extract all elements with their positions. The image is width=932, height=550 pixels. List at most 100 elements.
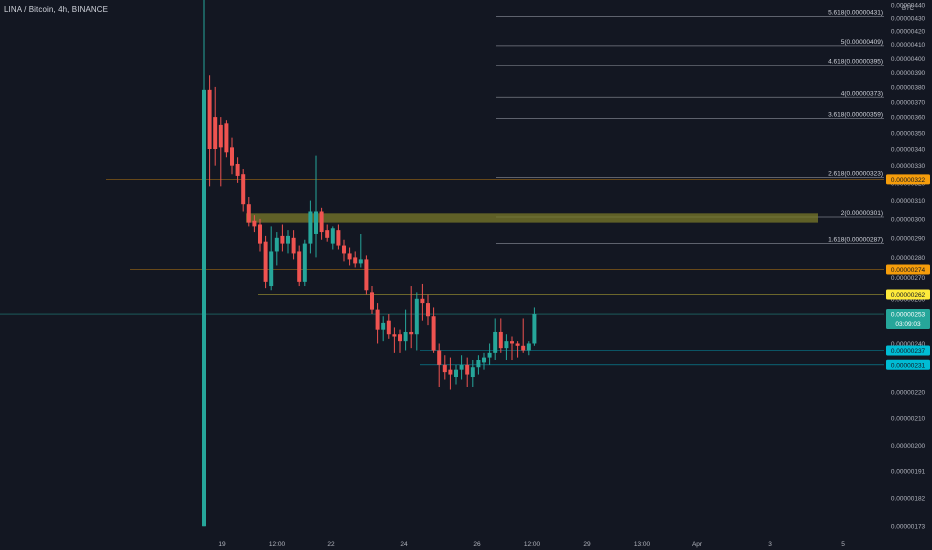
candle[interactable] xyxy=(297,245,302,287)
candle[interactable] xyxy=(437,343,442,387)
candle[interactable] xyxy=(347,247,352,266)
price-tick-label: 0.00000360 xyxy=(891,115,926,122)
candle[interactable] xyxy=(325,224,330,242)
candle[interactable] xyxy=(241,169,246,212)
candle[interactable] xyxy=(280,224,285,252)
candle-body xyxy=(230,147,234,166)
chart-title: LINA / Bitcoin, 4h, BINANCE xyxy=(4,5,109,14)
candle[interactable] xyxy=(269,226,274,291)
candle[interactable] xyxy=(246,196,251,227)
candle-body xyxy=(426,303,430,317)
candle[interactable] xyxy=(386,314,391,339)
price-badge[interactable]: 0.00000262 xyxy=(886,289,930,300)
candle[interactable] xyxy=(420,283,425,321)
candle[interactable] xyxy=(442,355,447,380)
candle[interactable] xyxy=(314,155,318,258)
price-badge-label: 0.00000253 xyxy=(891,312,926,319)
candle-body xyxy=(431,316,436,351)
candle[interactable] xyxy=(448,357,453,390)
price-badge[interactable]: 0.00000231 xyxy=(886,359,930,370)
candle[interactable] xyxy=(353,251,358,268)
price-tick-label: 0.00000400 xyxy=(891,56,926,63)
candle[interactable] xyxy=(319,207,324,240)
fibonacci-extension[interactable]: 5.618(0.00000431) 5(0.00000409) 4.618(0.00… xyxy=(496,10,884,244)
candle[interactable] xyxy=(521,318,526,353)
candle[interactable] xyxy=(498,318,503,353)
candle[interactable] xyxy=(381,316,386,342)
candle-body xyxy=(420,298,425,304)
candle[interactable] xyxy=(375,303,380,344)
price-tick-label: 0.00000350 xyxy=(891,130,926,137)
time-tick-label: 12:00 xyxy=(269,541,286,548)
support-zone-rect[interactable] xyxy=(246,213,818,223)
candle[interactable] xyxy=(258,218,262,252)
candle[interactable] xyxy=(515,341,520,358)
candle[interactable] xyxy=(358,233,363,268)
candle[interactable] xyxy=(342,239,346,262)
candle[interactable] xyxy=(454,364,458,385)
candle[interactable] xyxy=(218,117,223,187)
candle-body xyxy=(437,350,442,365)
candle-body xyxy=(325,230,330,238)
candle[interactable] xyxy=(482,352,486,370)
time-tick-label: 29 xyxy=(583,541,591,548)
price-badge[interactable]: 0.00000274 xyxy=(886,264,930,275)
candle[interactable] xyxy=(235,157,240,183)
price-badge[interactable]: 0.00000253 03:09:03 xyxy=(886,309,930,330)
price-badge[interactable]: 0.00000237 xyxy=(886,345,930,356)
candle[interactable] xyxy=(302,239,307,287)
time-axis[interactable]: 19 12:00 22 24 26 12:00 29 13:00 Apr 3 5 xyxy=(0,538,884,550)
candle[interactable] xyxy=(207,75,212,187)
candle[interactable] xyxy=(308,200,313,254)
price-badge[interactable]: 0.00000322 xyxy=(886,174,930,185)
support-zone[interactable] xyxy=(246,213,818,223)
candle[interactable] xyxy=(230,137,234,175)
fib-label: 5.618(0.00000431) xyxy=(828,10,883,17)
candle-body xyxy=(213,117,218,150)
candle-body xyxy=(347,253,352,260)
candle[interactable] xyxy=(330,226,335,250)
candle[interactable] xyxy=(398,329,402,353)
candle[interactable] xyxy=(392,327,397,353)
candle[interactable] xyxy=(504,334,509,360)
candle[interactable] xyxy=(370,286,374,315)
price-tick-label: 0.00000173 xyxy=(891,524,926,531)
candle[interactable] xyxy=(364,255,369,295)
candle-body xyxy=(487,352,492,358)
candle[interactable] xyxy=(465,357,470,387)
candle[interactable] xyxy=(263,235,268,289)
candle[interactable] xyxy=(202,0,206,527)
candle[interactable] xyxy=(291,230,296,260)
price-tick-label: 0.00000390 xyxy=(891,70,926,77)
price-tick-label: 0.00000240 xyxy=(891,341,926,348)
candle[interactable] xyxy=(286,230,290,254)
candle[interactable] xyxy=(274,232,279,266)
candle-body xyxy=(370,292,374,310)
price-tick-label: 0.00000220 xyxy=(891,390,926,397)
candle[interactable] xyxy=(224,120,229,158)
candle[interactable] xyxy=(493,318,498,360)
fib-label: 4(0.00000373) xyxy=(841,90,883,97)
candle[interactable] xyxy=(426,294,430,326)
candle[interactable] xyxy=(431,307,436,353)
candles[interactable] xyxy=(202,0,537,527)
candle[interactable] xyxy=(487,343,492,365)
candle[interactable] xyxy=(510,336,514,360)
candle[interactable] xyxy=(252,215,257,233)
candle[interactable] xyxy=(403,309,408,351)
price-badge-bg xyxy=(886,264,930,275)
candle[interactable] xyxy=(470,359,475,387)
candle[interactable] xyxy=(336,224,341,250)
candle[interactable] xyxy=(476,355,481,375)
price-tick-label: 0.00000270 xyxy=(891,275,926,282)
time-axis-bg xyxy=(0,538,884,550)
price-badge-label: 0.00000231 xyxy=(891,362,926,369)
candle[interactable] xyxy=(213,86,218,166)
candle[interactable] xyxy=(409,286,414,349)
candle[interactable] xyxy=(526,341,531,356)
candle[interactable] xyxy=(459,355,464,380)
candle[interactable] xyxy=(532,307,537,346)
candle[interactable] xyxy=(414,292,419,351)
